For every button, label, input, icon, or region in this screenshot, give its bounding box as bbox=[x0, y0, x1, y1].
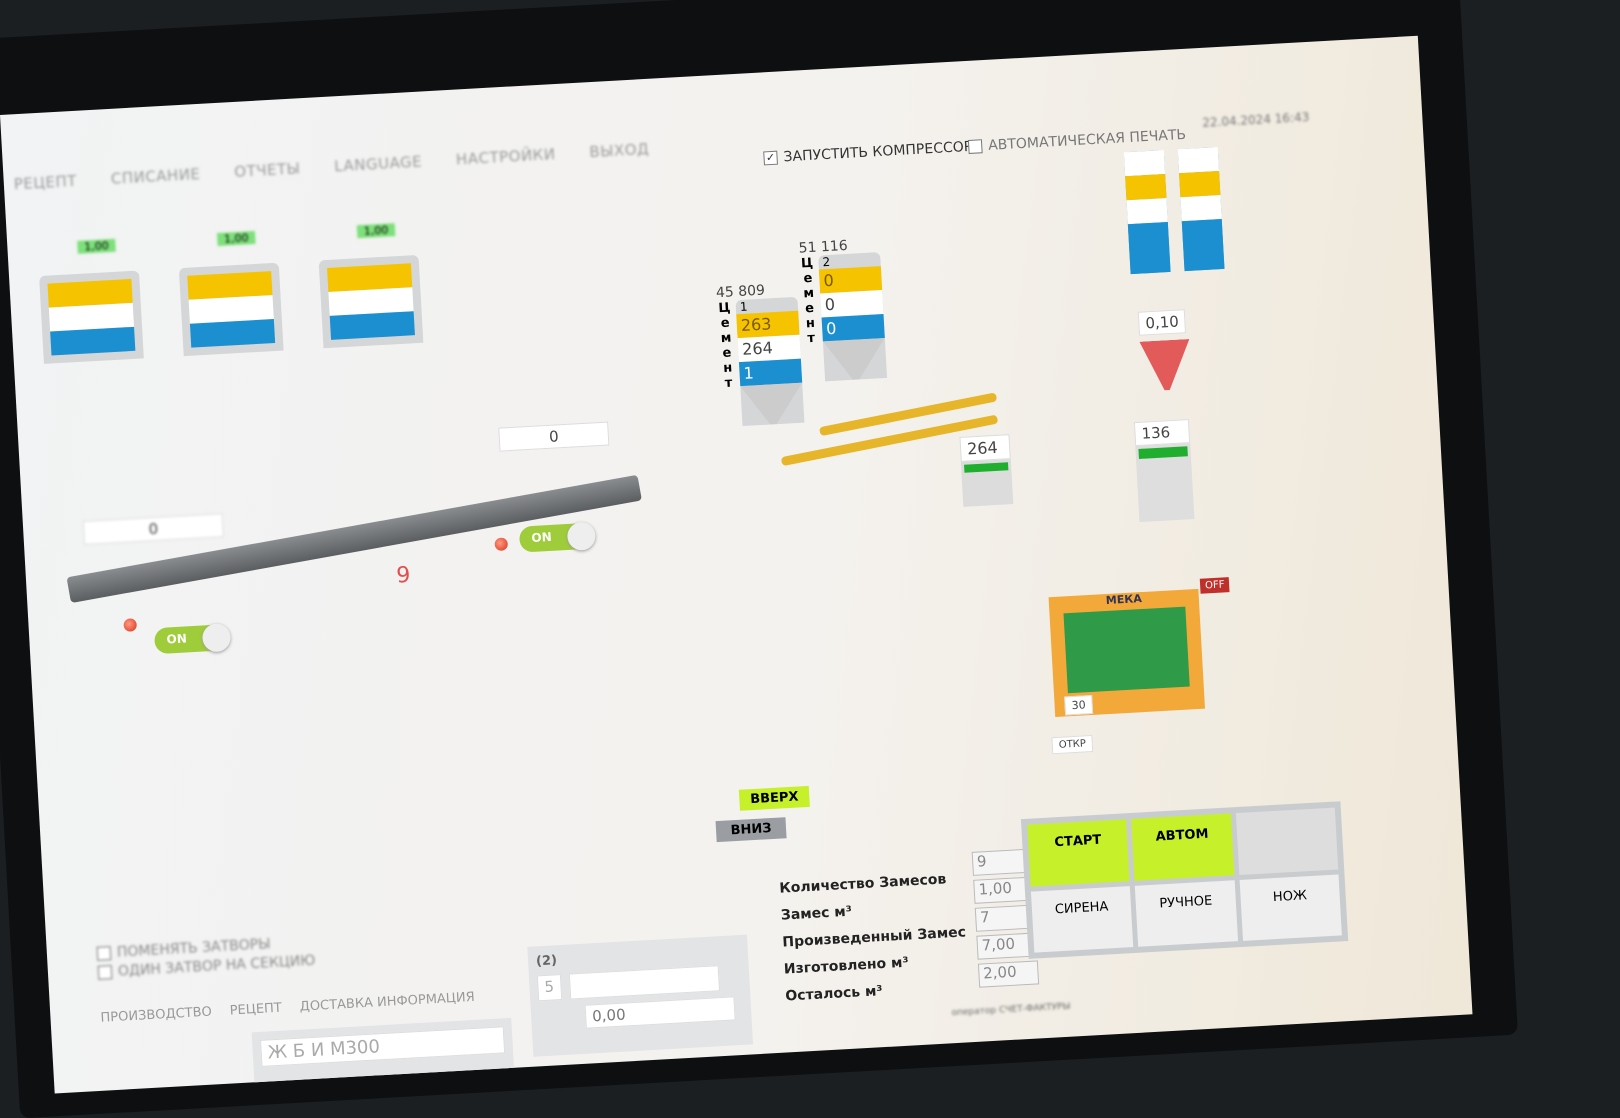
aggregate-bin: 1,00 bbox=[317, 222, 424, 349]
stat-label: Произведенный Замес bbox=[781, 924, 967, 951]
lift-up-button[interactable]: ВВЕРХ bbox=[738, 785, 810, 811]
conveyor-weight-bottom: 0 bbox=[82, 513, 224, 545]
qty-stepper[interactable]: 5 bbox=[536, 974, 562, 1002]
manual-button[interactable]: РУЧНОЕ bbox=[1135, 879, 1238, 947]
conveyor-toggle[interactable]: ON bbox=[518, 522, 595, 553]
aggregate-bin: 1,00 bbox=[177, 230, 284, 357]
batch-counter: 9 bbox=[395, 562, 412, 589]
compressor-label: ЗАПУСТИТЬ КОМПРЕССОР bbox=[783, 138, 973, 166]
conveyor-toggle[interactable]: ON bbox=[153, 624, 230, 655]
menu-language[interactable]: LANGUAGE bbox=[333, 152, 423, 176]
chemical-funnel bbox=[1139, 339, 1192, 392]
start-button[interactable]: СТАРТ bbox=[1027, 819, 1130, 887]
mixer-open-button[interactable]: ОТКР bbox=[1051, 734, 1094, 755]
mixer-gate-value: 30 bbox=[1064, 694, 1094, 716]
stat-label: Количество Замесов bbox=[778, 871, 947, 897]
options: ПОМЕНЯТЬ ЗАТВОРЫ ОДИН ЗАТВОР НА СЕКЦИЮ bbox=[96, 934, 316, 984]
bin-value: 1,00 bbox=[356, 223, 396, 239]
stat-value: 2,00 bbox=[977, 960, 1039, 988]
tab-production[interactable]: ПРОИЗВОДСТВО bbox=[100, 1004, 213, 1026]
menu-settings[interactable]: НАСТРОЙКИ bbox=[455, 145, 556, 169]
cement-hopper: 264 bbox=[959, 434, 1014, 507]
main-menu: РЕЦЕПТ СПИСАНИЕ ОТЧЕТЫ LANGUAGE НАСТРОЙКИ ВЫХ… bbox=[13, 137, 683, 193]
bin-value: 1,00 bbox=[77, 238, 116, 254]
scada-screen: РЕЦЕПТ СПИСАНИЕ ОТЧЕТЫ LANGUAGE НАСТРОЙКИ ВЫХ… bbox=[0, 35, 1473, 1094]
bin-value: 1,00 bbox=[216, 230, 256, 247]
status-bar: оператор СЧЕТ-ФАКТУРЫ bbox=[951, 1001, 1071, 1019]
chemical-tanks bbox=[1123, 147, 1225, 275]
menu-exit[interactable]: ВЫХОД bbox=[588, 139, 650, 162]
auto-button[interactable]: АВТОМ bbox=[1131, 813, 1234, 881]
siren-button[interactable]: СИРЕНА bbox=[1030, 885, 1134, 953]
bottom-tabs: ПРОИЗВОДСТВО РЕЦЕПТ ДОСТАВКА ИНФОРМАЦИЯ bbox=[100, 990, 475, 1026]
lift-down-button[interactable]: ВНИЗ bbox=[715, 817, 787, 843]
recipe-select[interactable]: Ж Б И М300 bbox=[260, 1026, 506, 1067]
tab-recipe[interactable]: РЕЦЕПТ bbox=[229, 1000, 283, 1019]
check-icon: ✓ bbox=[763, 150, 778, 166]
conveyor-weight-top: 0 bbox=[498, 421, 610, 452]
silo-diff: 1 bbox=[738, 358, 803, 387]
water-tank: 136 bbox=[1133, 419, 1195, 523]
silo-actual: 264 bbox=[737, 334, 801, 363]
stat-label: Замес м³ bbox=[780, 903, 853, 924]
silo-diff: 0 bbox=[821, 313, 885, 342]
screw-conveyor bbox=[818, 392, 998, 437]
menu-recipe[interactable]: РЕЦЕПТ bbox=[13, 171, 78, 194]
hopper-weight: 264 bbox=[959, 434, 1011, 462]
silo-target: 263 bbox=[736, 310, 800, 339]
menu-reports[interactable]: ОТЧЕТЫ bbox=[233, 159, 301, 181]
silo-actual: 0 bbox=[820, 290, 884, 318]
checkbox-box bbox=[967, 139, 983, 154]
volume-input[interactable]: 0,00 bbox=[584, 996, 736, 1029]
aggregate-bins: 1,00 1,00 1,00 bbox=[37, 222, 424, 364]
compressor-checkbox[interactable]: ✓ ЗАПУСТИТЬ КОМПРЕССОР bbox=[763, 138, 973, 167]
tab-delivery[interactable]: ДОСТАВКА ИНФОРМАЦИЯ bbox=[299, 989, 476, 1015]
menu-writeoff[interactable]: СПИСАНИЕ bbox=[110, 164, 201, 188]
stat-label: Изготовлено м³ bbox=[783, 954, 910, 978]
mixer-off-button[interactable]: OFF bbox=[1199, 577, 1230, 594]
order-panel: (2) 5 0,00 bbox=[527, 934, 754, 1057]
aggregate-bin: 1,00 bbox=[37, 238, 144, 364]
order-select[interactable] bbox=[568, 965, 720, 1000]
stat-label: Осталось м³ bbox=[784, 983, 883, 1005]
batch-stats: Количество Замесов Замес м³ Произведенны… bbox=[778, 848, 1039, 1005]
silo-label: Цемент bbox=[799, 255, 820, 347]
water-weight: 136 bbox=[1133, 419, 1191, 447]
cement-silo-1: 45 809 Цемент 1 263 264 1 bbox=[716, 281, 805, 427]
control-panel: СТАРТ АВТОМ СИРЕНА РУЧНОЕ НОЖ bbox=[1020, 801, 1349, 959]
status-led bbox=[494, 537, 509, 552]
knife-button[interactable]: НОЖ bbox=[1239, 873, 1342, 941]
status-led bbox=[123, 618, 138, 632]
silo-label: Цемент bbox=[716, 300, 737, 392]
silo-target: 0 bbox=[818, 266, 883, 294]
datetime: 22.04.2024 16:43 bbox=[1201, 109, 1310, 130]
chemical-dose: 0,10 bbox=[1137, 309, 1187, 336]
